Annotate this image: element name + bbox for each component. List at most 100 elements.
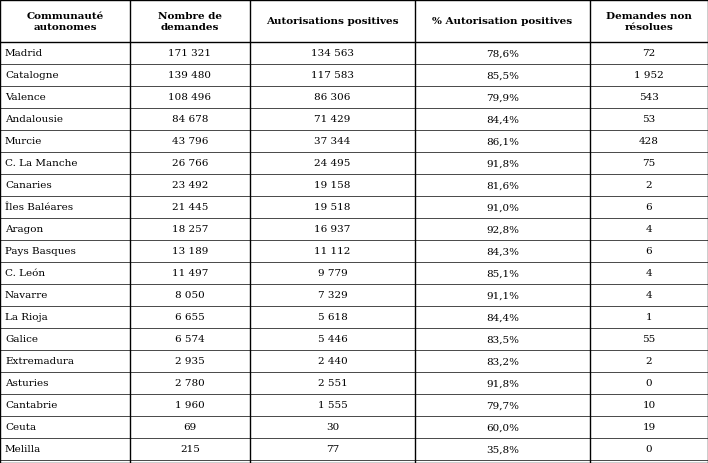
Text: Andalousie: Andalousie: [5, 115, 63, 124]
Text: % Autorisation positives: % Autorisation positives: [433, 18, 573, 26]
Text: Asturies: Asturies: [5, 379, 49, 388]
Text: 2 551: 2 551: [318, 379, 348, 388]
Text: 543: 543: [639, 94, 659, 102]
Text: 134 563: 134 563: [311, 50, 354, 58]
Text: 1 960: 1 960: [175, 400, 205, 410]
Text: Navarre: Navarre: [5, 291, 48, 300]
Text: 35,8%: 35,8%: [486, 444, 519, 454]
Text: 16 937: 16 937: [314, 225, 350, 234]
Text: 21 445: 21 445: [172, 203, 208, 212]
Text: 6: 6: [646, 203, 652, 212]
Text: 2 440: 2 440: [318, 357, 348, 366]
Text: Canaries: Canaries: [5, 181, 52, 190]
Text: 24 495: 24 495: [314, 159, 350, 168]
Text: 7 329: 7 329: [318, 291, 348, 300]
Text: 84,4%: 84,4%: [486, 115, 519, 124]
Text: 60,0%: 60,0%: [486, 423, 519, 432]
Text: 171 321: 171 321: [169, 50, 212, 58]
Text: 91,8%: 91,8%: [486, 159, 519, 168]
Text: C. León: C. León: [5, 269, 45, 278]
Text: Autorisations positives: Autorisations positives: [266, 18, 399, 26]
Text: 85,1%: 85,1%: [486, 269, 519, 278]
Text: 69: 69: [183, 423, 197, 432]
Text: Îles Baléares: Îles Baléares: [5, 203, 73, 212]
Text: Valence: Valence: [5, 94, 46, 102]
Text: Aragon: Aragon: [5, 225, 43, 234]
Text: 43 796: 43 796: [172, 137, 208, 146]
Text: 0: 0: [646, 379, 652, 388]
Text: 81,6%: 81,6%: [486, 181, 519, 190]
Text: 4: 4: [646, 225, 652, 234]
Text: Murcie: Murcie: [5, 137, 42, 146]
Text: Cantabrie: Cantabrie: [5, 400, 57, 410]
Text: 10: 10: [642, 400, 656, 410]
Text: 55: 55: [642, 335, 656, 344]
Text: 53: 53: [642, 115, 656, 124]
Text: 1 555: 1 555: [318, 400, 348, 410]
Text: Demandes non
résolues: Demandes non résolues: [606, 13, 692, 31]
Text: 2: 2: [646, 181, 652, 190]
Text: 23 492: 23 492: [172, 181, 208, 190]
Text: 8 050: 8 050: [175, 291, 205, 300]
Text: 79,7%: 79,7%: [486, 400, 519, 410]
Text: 77: 77: [326, 444, 339, 454]
Text: 83,5%: 83,5%: [486, 335, 519, 344]
Text: 0: 0: [646, 444, 652, 454]
Text: 1: 1: [646, 313, 652, 322]
Text: 11 112: 11 112: [314, 247, 350, 256]
Text: 5 446: 5 446: [318, 335, 348, 344]
Text: C. La Manche: C. La Manche: [5, 159, 77, 168]
Text: Ceuta: Ceuta: [5, 423, 36, 432]
Text: 5 618: 5 618: [318, 313, 348, 322]
Text: 215: 215: [180, 444, 200, 454]
Text: Catalogne: Catalogne: [5, 71, 59, 80]
Text: 84,4%: 84,4%: [486, 313, 519, 322]
Text: 78,6%: 78,6%: [486, 50, 519, 58]
Text: 84,3%: 84,3%: [486, 247, 519, 256]
Text: 18 257: 18 257: [172, 225, 208, 234]
Text: 428: 428: [639, 137, 659, 146]
Text: Galice: Galice: [5, 335, 38, 344]
Text: 84 678: 84 678: [172, 115, 208, 124]
Text: 108 496: 108 496: [169, 94, 212, 102]
Text: 92,8%: 92,8%: [486, 225, 519, 234]
Text: 86 306: 86 306: [314, 94, 350, 102]
Text: La Rioja: La Rioja: [5, 313, 47, 322]
Text: 86,1%: 86,1%: [486, 137, 519, 146]
Text: 6: 6: [646, 247, 652, 256]
Text: 85,5%: 85,5%: [486, 71, 519, 80]
Text: 11 497: 11 497: [172, 269, 208, 278]
Text: 79,9%: 79,9%: [486, 94, 519, 102]
Text: 30: 30: [326, 423, 339, 432]
Text: Communauté
autonomes: Communauté autonomes: [26, 13, 103, 31]
Text: 2 780: 2 780: [175, 379, 205, 388]
Text: 91,0%: 91,0%: [486, 203, 519, 212]
Text: 72: 72: [642, 50, 656, 58]
Text: 19 518: 19 518: [314, 203, 350, 212]
Text: Pays Basques: Pays Basques: [5, 247, 76, 256]
Text: 6 574: 6 574: [175, 335, 205, 344]
Text: Extremadura: Extremadura: [5, 357, 74, 366]
Text: Madrid: Madrid: [5, 50, 43, 58]
Text: 1 952: 1 952: [634, 71, 664, 80]
Text: 4: 4: [646, 269, 652, 278]
Text: 139 480: 139 480: [169, 71, 212, 80]
Text: 83,2%: 83,2%: [486, 357, 519, 366]
Text: 9 779: 9 779: [318, 269, 348, 278]
Text: 91,1%: 91,1%: [486, 291, 519, 300]
Text: 13 189: 13 189: [172, 247, 208, 256]
Text: 26 766: 26 766: [172, 159, 208, 168]
Text: 4: 4: [646, 291, 652, 300]
Text: Nombre de
demandes: Nombre de demandes: [158, 13, 222, 31]
Text: 2: 2: [646, 357, 652, 366]
Text: 117 583: 117 583: [311, 71, 354, 80]
Text: 2 935: 2 935: [175, 357, 205, 366]
Text: 37 344: 37 344: [314, 137, 350, 146]
Text: 6 655: 6 655: [175, 313, 205, 322]
Text: 75: 75: [642, 159, 656, 168]
Text: 19 158: 19 158: [314, 181, 350, 190]
Text: 71 429: 71 429: [314, 115, 350, 124]
Text: 19: 19: [642, 423, 656, 432]
Text: 91,8%: 91,8%: [486, 379, 519, 388]
Text: Melilla: Melilla: [5, 444, 41, 454]
